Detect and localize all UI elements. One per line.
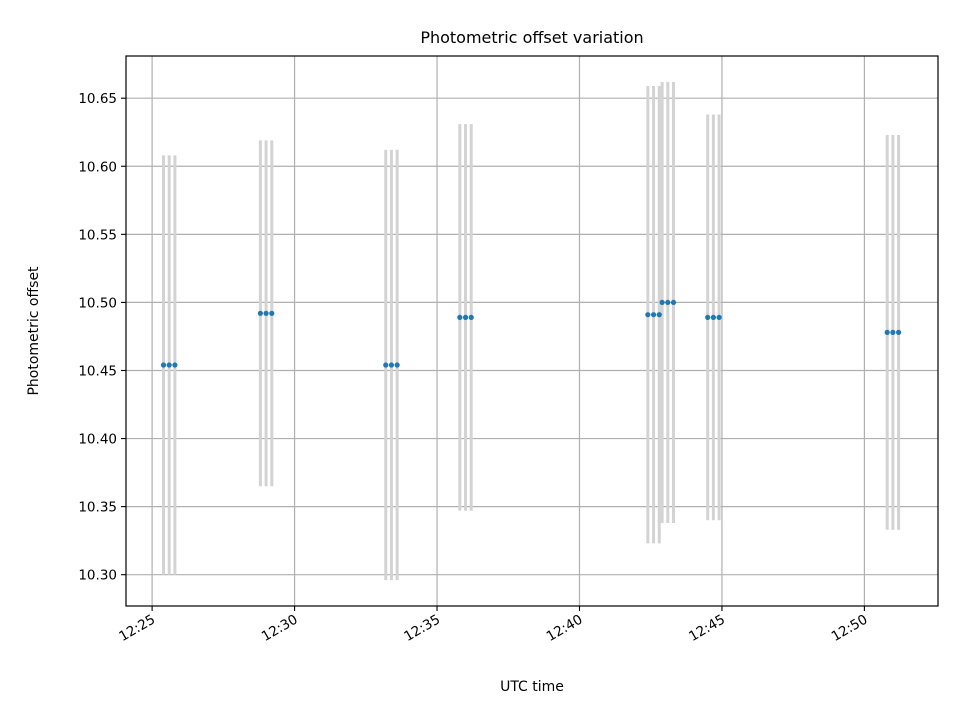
data-point bbox=[895, 329, 902, 335]
data-point bbox=[705, 314, 711, 320]
data-point bbox=[462, 314, 469, 320]
y-axis-ticks: 10.30 10.35 10.40 10.45 10.50 10.55 10.60 10.65 bbox=[78, 91, 126, 584]
data-point bbox=[257, 310, 263, 316]
y-tick-label: 10.45 bbox=[78, 363, 117, 379]
chart-title: Photometric offset variation bbox=[420, 28, 643, 47]
y-tick-label: 10.35 bbox=[78, 500, 117, 516]
y-tick-label: 10.60 bbox=[78, 159, 117, 175]
y-axis-label: Photometric offset bbox=[26, 266, 42, 396]
data-point bbox=[890, 329, 896, 335]
plot-frame bbox=[125, 55, 939, 607]
data-point bbox=[468, 314, 474, 320]
data-point bbox=[383, 362, 389, 368]
data-point bbox=[645, 312, 651, 318]
data-point bbox=[710, 314, 716, 320]
y-tick-label: 10.30 bbox=[78, 568, 117, 584]
data-point bbox=[665, 299, 671, 306]
y-tick-label: 10.55 bbox=[78, 227, 117, 243]
data-point bbox=[884, 329, 890, 335]
data-point bbox=[650, 312, 657, 318]
data-points bbox=[160, 299, 902, 368]
data-point bbox=[670, 299, 677, 306]
x-axis-label: UTC time bbox=[500, 679, 564, 695]
data-point bbox=[172, 362, 178, 368]
y-tick-label: 10.65 bbox=[78, 91, 117, 107]
data-point bbox=[166, 362, 172, 368]
data-point bbox=[388, 362, 395, 368]
data-point bbox=[394, 362, 400, 368]
y-tick-label: 10.50 bbox=[78, 295, 117, 311]
data-point bbox=[160, 362, 167, 368]
data-point bbox=[659, 299, 665, 306]
data-point bbox=[263, 310, 269, 316]
data-point bbox=[716, 314, 722, 320]
y-tick-label: 10.40 bbox=[78, 432, 117, 448]
data-point bbox=[656, 312, 662, 318]
data-point bbox=[269, 310, 275, 316]
data-point bbox=[457, 314, 463, 320]
